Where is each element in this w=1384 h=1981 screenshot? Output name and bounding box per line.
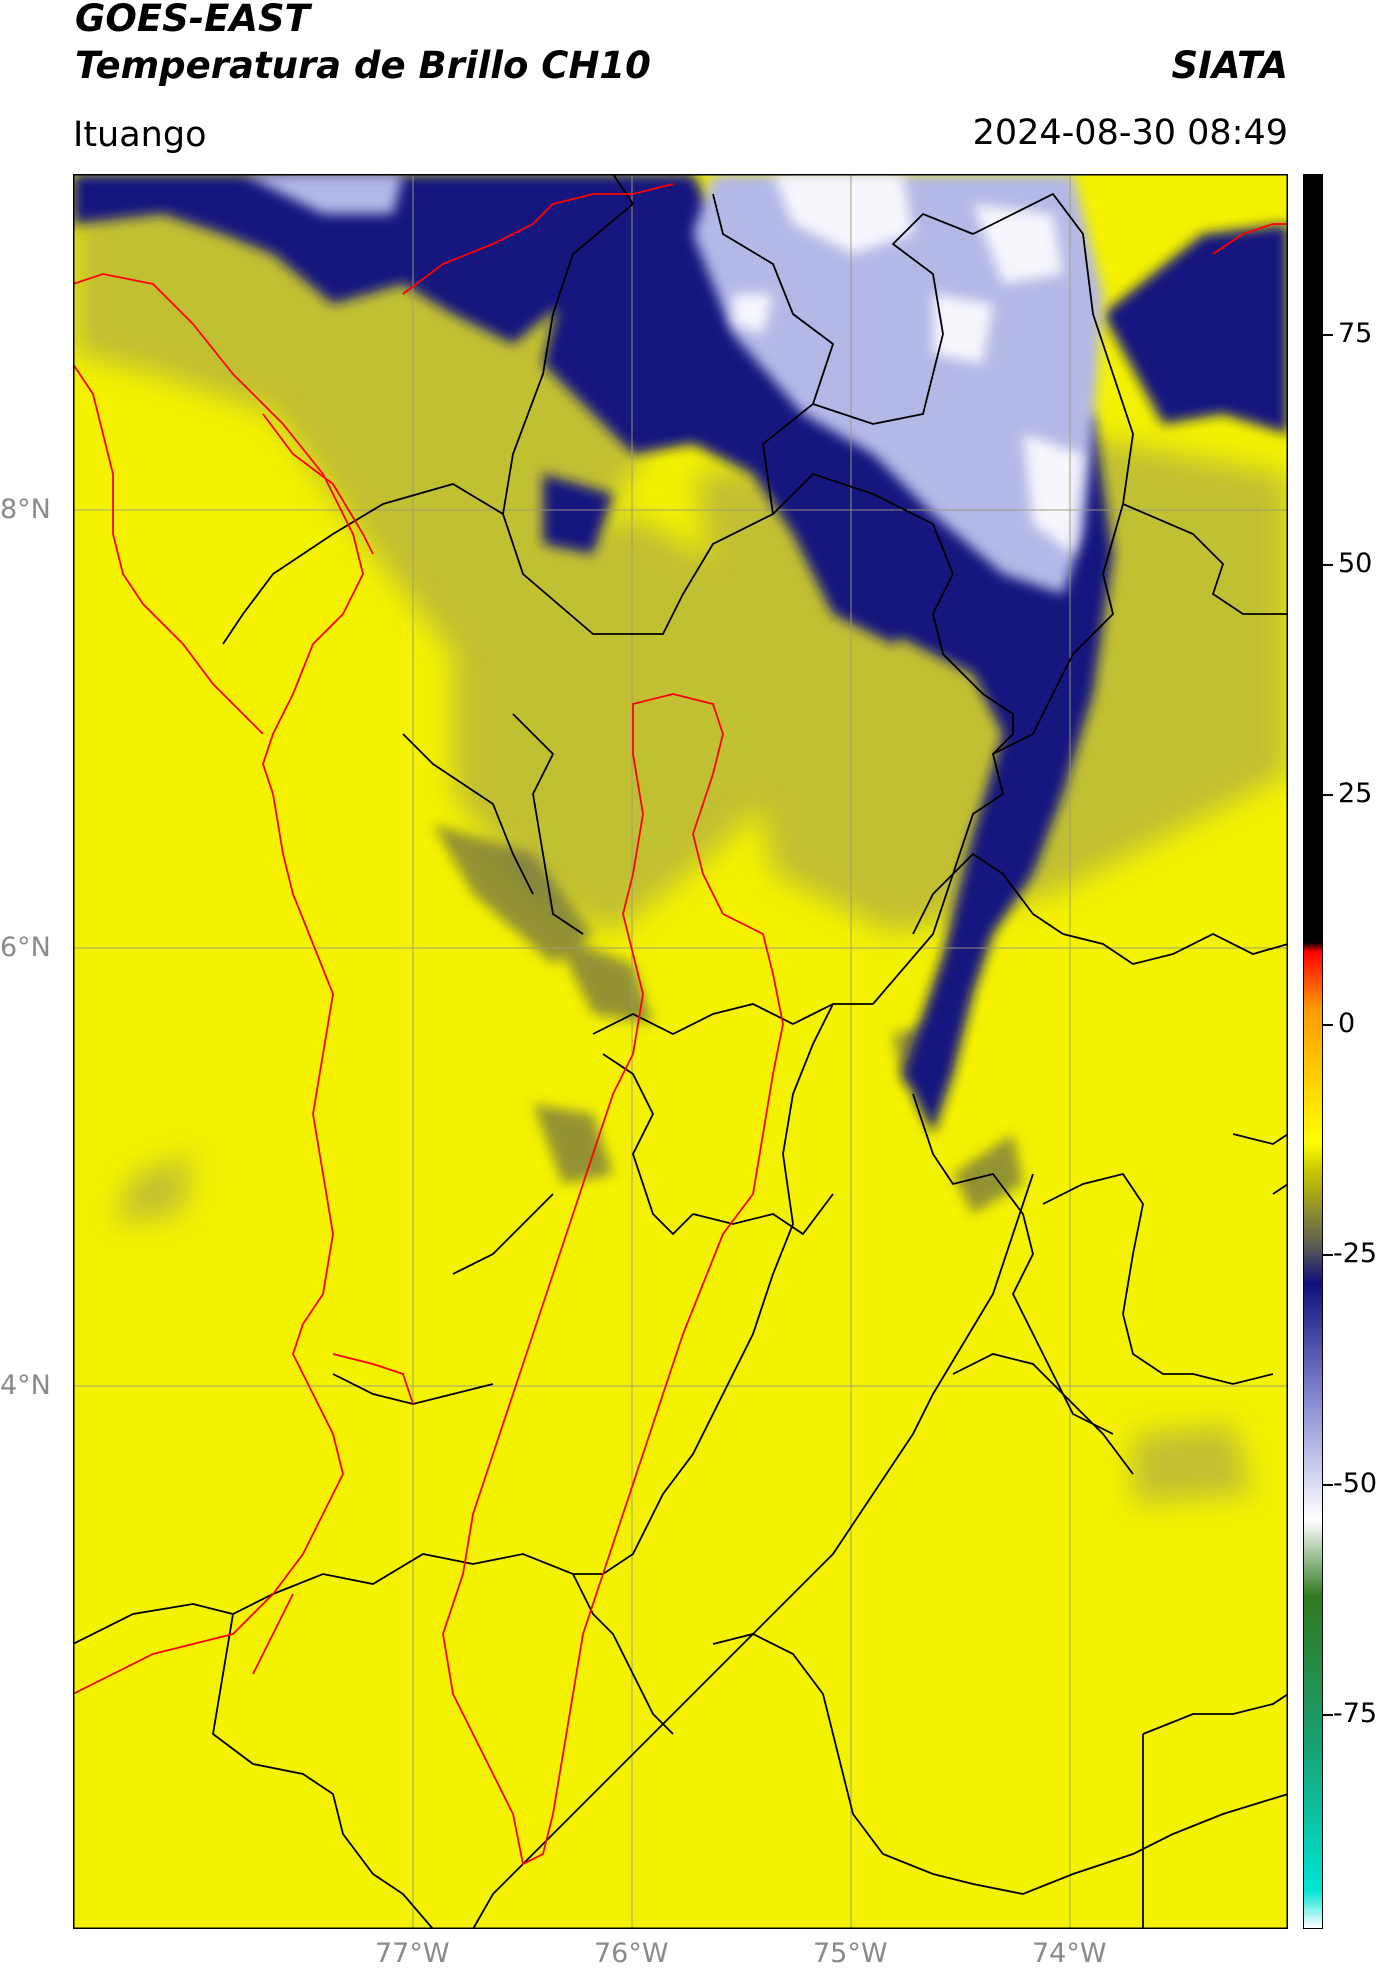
colorbar xyxy=(1303,174,1323,1929)
lon-label-75w: 75°W xyxy=(813,1938,888,1969)
colorbar-label-75: 75 xyxy=(1338,318,1373,349)
colorbar-tick-minus-75 xyxy=(1323,1714,1333,1716)
lat-label-6n: 6°N xyxy=(0,932,51,963)
colorbar-label-minus-50: -50 xyxy=(1333,1468,1378,1499)
lon-label-74w: 74°W xyxy=(1032,1938,1107,1969)
dark-olive-streaks xyxy=(433,824,1023,1214)
country-boundaries xyxy=(73,183,1288,1866)
colorbar-tick-25 xyxy=(1323,794,1333,796)
map-frame xyxy=(73,174,1288,1929)
brand-label: SIATA xyxy=(1171,44,1288,87)
lon-label-76w: 76°W xyxy=(594,1938,669,1969)
title-line-2: Temperatura de Brillo CH10 xyxy=(75,44,651,87)
colorbar-label-0: 0 xyxy=(1338,1008,1356,1039)
coldest-cloud-tops xyxy=(733,174,1083,554)
graticule xyxy=(73,174,1288,1929)
light-blue-cloud xyxy=(243,174,1103,594)
timestamp-label: 2024-08-30 08:49 xyxy=(972,113,1288,153)
lat-label-8n: 8°N xyxy=(0,494,51,525)
colorbar-label-50: 50 xyxy=(1338,548,1373,579)
colorbar-tick-0 xyxy=(1323,1024,1333,1026)
brightness-temperature-map xyxy=(73,174,1288,1929)
colorbar-tick-75 xyxy=(1323,334,1333,336)
lon-label-77w: 77°W xyxy=(375,1938,450,1969)
colorbar-label-minus-25: -25 xyxy=(1333,1238,1378,1269)
colorbar-tick-minus-50 xyxy=(1323,1484,1333,1486)
map-panel xyxy=(73,174,1288,1929)
colorbar-label-minus-75: -75 xyxy=(1333,1698,1378,1729)
colorbar-label-25: 25 xyxy=(1338,778,1373,809)
navy-cloud-band xyxy=(73,174,1288,1134)
department-boundaries xyxy=(73,174,1288,1929)
location-label: Ituango xyxy=(73,115,207,155)
lat-label-4n: 4°N xyxy=(0,1370,51,1401)
title-line-1: GOES-EAST xyxy=(75,0,310,40)
colorbar-tick-minus-25 xyxy=(1323,1254,1333,1256)
colorbar-tick-50 xyxy=(1323,564,1333,566)
